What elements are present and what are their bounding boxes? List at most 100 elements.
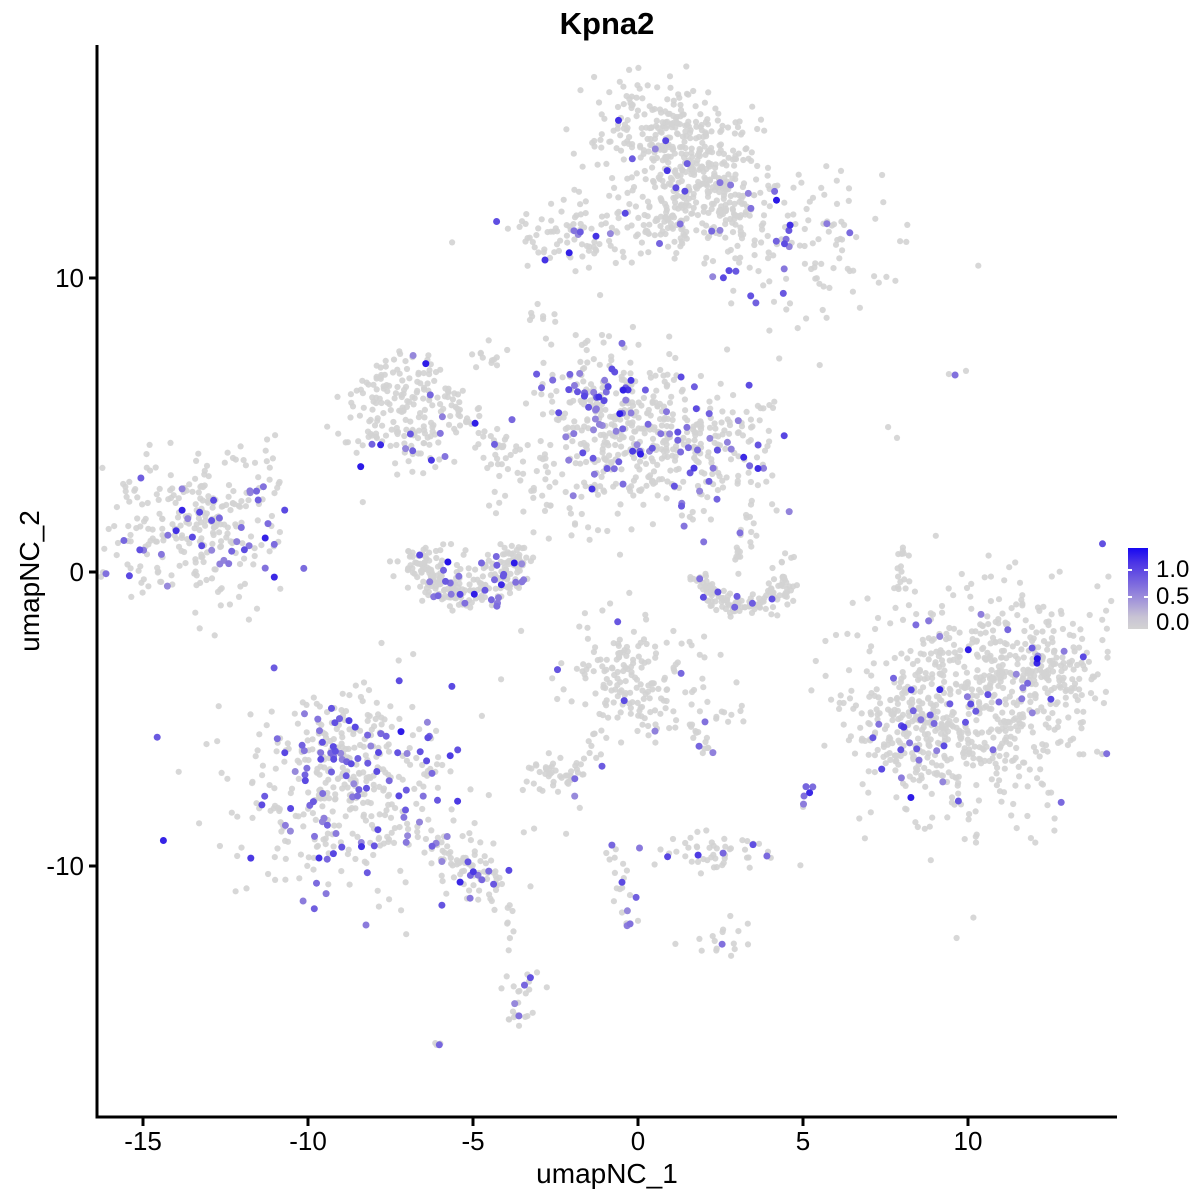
cell-point (666, 351, 673, 358)
cell-point (620, 125, 628, 132)
cell-point (883, 722, 890, 729)
cell-point (627, 359, 634, 366)
cell-point (690, 87, 697, 95)
cell-point (826, 284, 833, 291)
cell-point (765, 249, 772, 256)
cell-point (454, 391, 462, 398)
cell-point-expressing (125, 572, 133, 580)
cell-point (450, 874, 457, 881)
cell-point (627, 689, 634, 696)
cell-point (330, 784, 337, 791)
cell-point (369, 406, 376, 413)
cell-point (432, 369, 440, 376)
cell-point (793, 582, 801, 589)
cell-point (947, 755, 955, 762)
cell-point (711, 420, 718, 427)
cell-point (955, 773, 962, 780)
cell-point (628, 669, 635, 676)
cell-point (467, 837, 474, 844)
cell-point (639, 95, 646, 102)
cell-point (757, 405, 764, 412)
cell-point-expressing (744, 189, 752, 197)
cell-point (1012, 715, 1019, 722)
cell-point (542, 476, 549, 483)
cell-point (735, 570, 742, 577)
cell-point (1032, 692, 1039, 699)
cell-point (491, 906, 498, 914)
cell-point (865, 789, 872, 796)
cell-point (635, 712, 642, 719)
cell-point (770, 298, 778, 305)
cell-point (600, 684, 607, 691)
cell-point (734, 242, 741, 249)
cell-point (781, 199, 788, 206)
cell-point (614, 693, 621, 700)
legend-label-low: 0.0 (1156, 609, 1190, 636)
cell-point-expressing (426, 391, 434, 399)
cell-point (192, 559, 199, 566)
cell-point (391, 825, 398, 832)
cell-point (683, 200, 690, 207)
cell-point (388, 723, 395, 731)
cell-point (548, 769, 555, 776)
cell-point-expressing (747, 204, 755, 212)
cell-point (437, 547, 444, 554)
cell-point (409, 394, 416, 401)
cell-point-expressing (362, 921, 370, 929)
cell-point (390, 418, 397, 426)
cell-point (137, 523, 144, 530)
cell-point (731, 200, 738, 207)
cell-point (689, 153, 696, 160)
cell-point (611, 246, 618, 253)
cell-point-expressing (780, 265, 788, 273)
cell-point (929, 675, 936, 682)
cell-point (524, 442, 531, 449)
cell-point (998, 654, 1005, 661)
cell-point-expressing (619, 480, 627, 488)
cell-point (1034, 775, 1041, 782)
cell-point (858, 710, 865, 717)
cell-point (933, 769, 941, 776)
cell-point (938, 762, 945, 769)
cell-point (360, 743, 367, 750)
cell-point-expressing (604, 383, 612, 391)
cell-point (573, 483, 580, 490)
cell-point (801, 260, 809, 267)
cell-point (550, 782, 557, 789)
cell-point (1014, 661, 1021, 668)
cell-point (849, 599, 856, 607)
cell-point (956, 629, 963, 636)
cell-point (899, 695, 906, 702)
cell-point-expressing (690, 383, 698, 391)
cell-point (646, 221, 653, 228)
cell-point (238, 498, 245, 505)
cell-point (722, 234, 729, 241)
cell-point (611, 422, 618, 429)
cell-point (224, 530, 231, 537)
cell-point-expressing (394, 749, 402, 757)
cell-point (704, 744, 711, 752)
cell-point (233, 523, 240, 530)
cell-point (399, 377, 406, 384)
cell-point (439, 878, 446, 885)
cell-point (1038, 704, 1045, 711)
cell-point (819, 306, 826, 314)
cell-point (350, 731, 357, 738)
cell-point (880, 753, 887, 761)
cell-point (671, 150, 678, 157)
cell-point (591, 436, 598, 443)
cell-point (690, 734, 697, 742)
cell-point (339, 764, 346, 771)
cell-point (387, 442, 394, 449)
cell-point (626, 66, 633, 73)
cell-point-expressing (907, 794, 915, 801)
cell-point (600, 442, 607, 449)
cell-point (420, 783, 427, 790)
cell-point (764, 164, 772, 171)
cell-point (421, 559, 428, 566)
cell-point (203, 576, 210, 584)
cell-point-expressing (311, 832, 318, 840)
cell-point (704, 188, 711, 195)
cell-point (699, 750, 706, 757)
cell-point (582, 210, 589, 217)
